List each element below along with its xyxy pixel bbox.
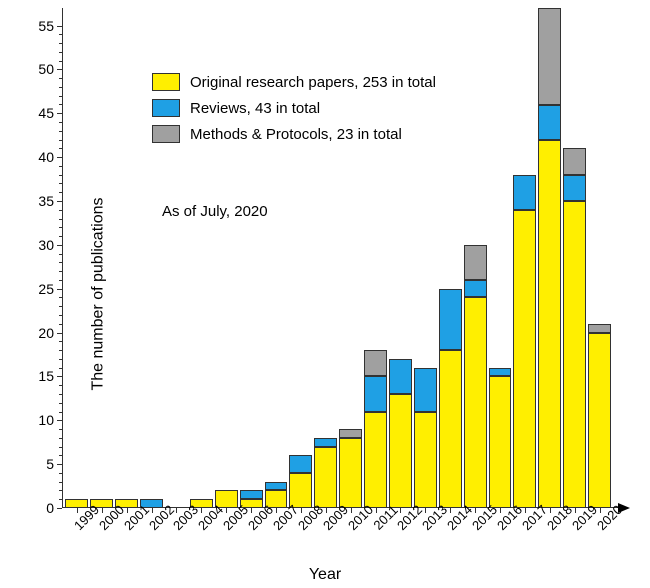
bar-segment-original [439,350,462,508]
legend-label: Methods & Protocols, 23 in total [190,126,402,143]
bar-segment-original [563,201,586,508]
bar-segment-original [389,394,412,508]
bar-segment-reviews [563,175,586,201]
legend-label: Reviews, 43 in total [190,100,320,117]
bar-segment-reviews [389,359,412,394]
bar-segment-methods [538,8,561,104]
x-axis-label: Year [309,566,341,584]
bar-segment-reviews [489,368,512,377]
y-tick-minor [59,219,62,220]
y-tick-minor [59,227,62,228]
y-tick-minor [59,280,62,281]
bar-segment-reviews [414,368,437,412]
y-tick-minor [59,271,62,272]
y-tick-minor [59,482,62,483]
y-tick-minor [59,87,62,88]
bar-segment-original [538,140,561,508]
y-tick-minor [59,394,62,395]
y-tick-label: 45 [38,105,62,121]
y-tick-minor [59,490,62,491]
bar-segment-reviews [513,175,536,210]
y-tick-minor [59,262,62,263]
y-tick-minor [59,385,62,386]
y-tick-label: 50 [38,61,62,77]
y-tick-label: 55 [38,18,62,34]
y-tick-minor [59,78,62,79]
y-tick-minor [59,447,62,448]
y-tick-label: 10 [38,412,62,428]
y-tick-minor [59,473,62,474]
legend-row: Methods & Protocols, 23 in total [152,125,436,143]
bar-segment-methods [339,429,362,438]
bar-segment-original [588,333,611,508]
bar-segment-original [364,412,387,508]
y-tick-label: 30 [38,237,62,253]
y-tick-minor [59,359,62,360]
y-tick-minor [59,455,62,456]
chart-note: As of July, 2020 [162,203,268,220]
y-tick-minor [59,341,62,342]
bar-segment-methods [563,148,586,174]
bar-segment-original [489,376,512,508]
y-tick-minor [59,315,62,316]
y-tick-minor [59,350,62,351]
y-tick-minor [59,96,62,97]
bar-segment-methods [464,245,487,280]
y-tick-minor [59,324,62,325]
y-tick-minor [59,122,62,123]
legend-label: Original research papers, 253 in total [190,74,436,91]
bar-segment-reviews [364,376,387,411]
y-tick-label: 15 [38,368,62,384]
y-tick-minor [59,412,62,413]
y-tick-minor [59,297,62,298]
bar-segment-original [513,210,536,508]
y-tick-minor [59,104,62,105]
y-tick-minor [59,52,62,53]
y-tick-minor [59,148,62,149]
y-tick-minor [59,429,62,430]
bar-segment-methods [364,350,387,376]
y-tick-label: 20 [38,325,62,341]
y-tick-minor [59,131,62,132]
y-tick-minor [59,34,62,35]
y-tick-label: 35 [38,193,62,209]
y-tick-label: 0 [46,500,62,516]
bar-segment-original [339,438,362,508]
publications-chart: The number of publications Year 05101520… [0,0,650,588]
y-tick-minor [59,192,62,193]
bar-segment-reviews [265,482,288,491]
plot-area: 0510152025303540455055 19992000200120022… [62,8,622,508]
legend: Original research papers, 253 in total Re… [152,73,436,151]
bar-segment-reviews [314,438,337,447]
y-tick-minor [59,499,62,500]
y-tick-minor [59,183,62,184]
y-tick-minor [59,140,62,141]
y-tick-label: 40 [38,149,62,165]
y-tick-minor [59,403,62,404]
bar-segment-reviews [439,289,462,350]
bar-segment-original [464,297,487,508]
y-tick-minor [59,306,62,307]
y-tick-minor [59,43,62,44]
bar-segment-reviews [538,105,561,140]
legend-swatch-icon [152,73,180,91]
legend-row: Reviews, 43 in total [152,99,436,117]
bar-segment-reviews [464,280,487,298]
y-tick-minor [59,61,62,62]
y-tick-label: 5 [46,456,62,472]
legend-swatch-icon [152,125,180,143]
bar-segment-original [414,412,437,508]
legend-swatch-icon [152,99,180,117]
y-tick-minor [59,254,62,255]
y-tick-minor [59,210,62,211]
legend-row: Original research papers, 253 in total [152,73,436,91]
y-tick-minor [59,236,62,237]
y-tick-minor [59,368,62,369]
bar-segment-reviews [289,455,312,473]
y-tick-minor [59,175,62,176]
y-tick-label: 25 [38,281,62,297]
y-tick-minor [59,438,62,439]
y-tick-minor [59,166,62,167]
bar-segment-methods [588,324,611,333]
